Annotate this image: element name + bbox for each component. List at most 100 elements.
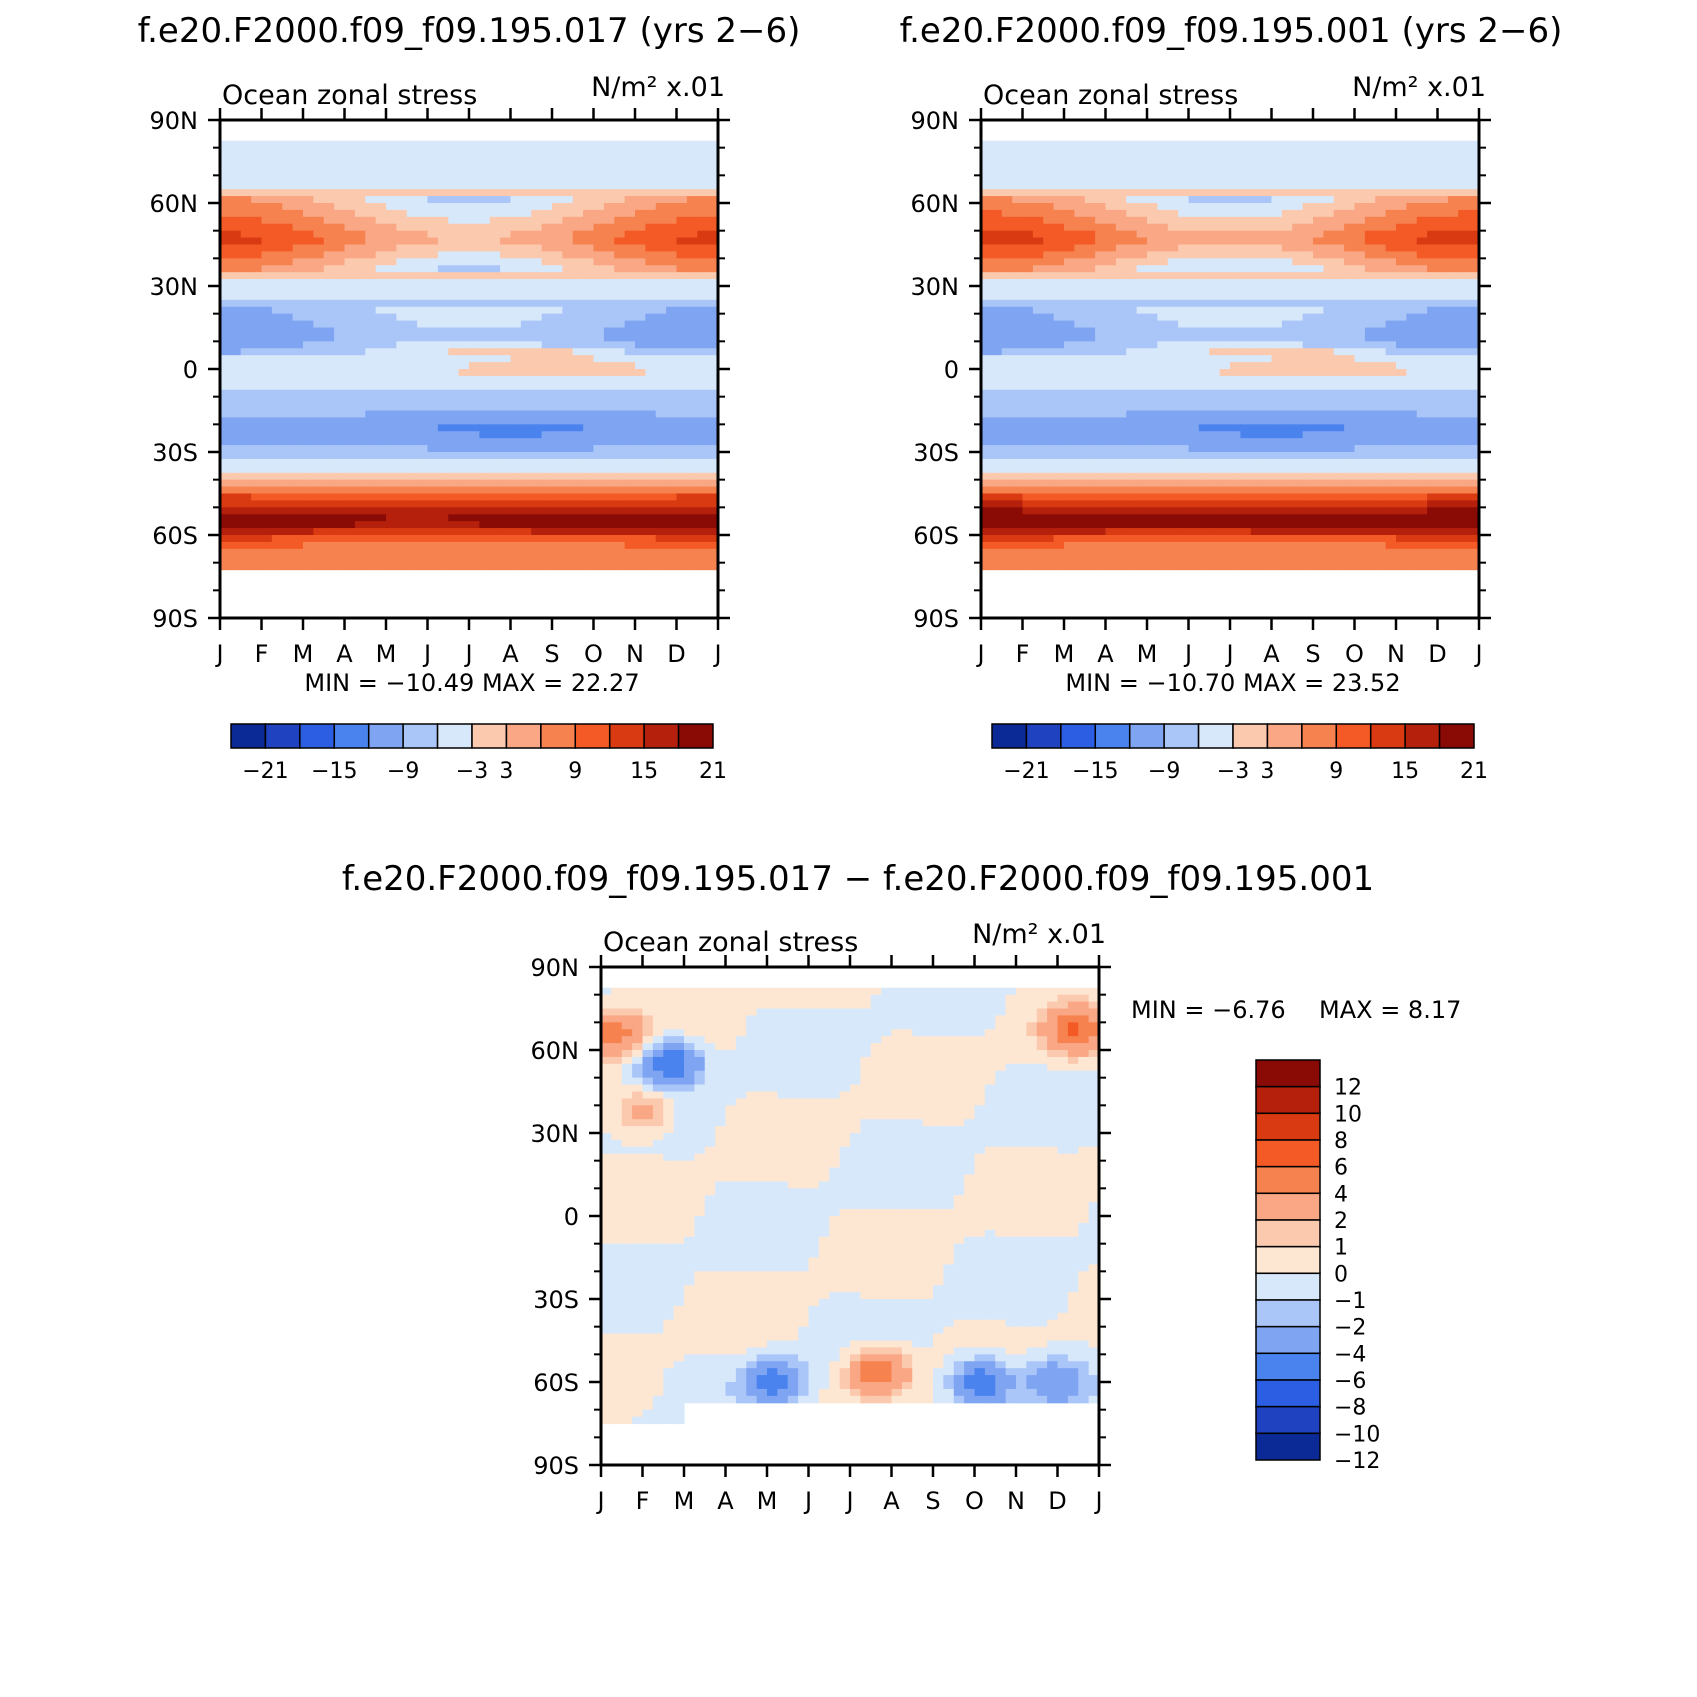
field-cell <box>292 445 304 453</box>
field-cell <box>240 369 252 377</box>
field-cell <box>1396 140 1407 149</box>
field-cell <box>1115 313 1127 322</box>
field-cell <box>396 541 408 550</box>
field-cell <box>1209 189 1221 197</box>
field-cell <box>458 458 470 467</box>
field-cell <box>635 535 646 543</box>
field-cell <box>1105 161 1117 170</box>
field-cell <box>448 375 460 384</box>
field-cell <box>1396 279 1407 287</box>
field-cell <box>614 272 626 280</box>
field-cell <box>251 306 263 315</box>
field-cell <box>261 452 273 460</box>
field-cell <box>1147 355 1158 363</box>
field-cell <box>1292 389 1304 398</box>
field-cell <box>323 292 335 301</box>
field-cell <box>1043 403 1055 412</box>
field-cell <box>500 251 512 259</box>
field-cell <box>603 320 615 329</box>
field-cell <box>1250 168 1262 176</box>
field-cell <box>323 279 335 287</box>
field-cell <box>583 341 595 349</box>
field-cell <box>1084 161 1096 170</box>
field-cell <box>1364 230 1376 239</box>
field-cell <box>344 272 356 280</box>
field-cell <box>1427 216 1439 225</box>
field-cell <box>531 216 543 225</box>
field-cell <box>292 175 304 183</box>
field-cell <box>292 154 304 163</box>
field-cell <box>220 382 231 391</box>
field-cell <box>1437 244 1449 253</box>
field-cell <box>251 203 263 211</box>
field-cell <box>991 396 1003 405</box>
field-cell <box>1178 334 1190 342</box>
field-cell <box>991 369 1003 377</box>
panel-a-x-tick-label: M <box>376 640 397 668</box>
field-cell <box>1230 223 1241 232</box>
field-cell <box>1064 161 1075 170</box>
field-cell <box>1105 320 1117 329</box>
field-cell <box>448 424 460 432</box>
field-cell <box>1406 355 1418 363</box>
field-cell <box>1178 375 1190 384</box>
field-cell <box>427 514 439 522</box>
field-cell <box>1240 244 1252 253</box>
field-cell <box>261 541 273 550</box>
field-cell <box>1427 286 1439 294</box>
field-cell <box>603 548 615 557</box>
field-cell <box>458 154 470 163</box>
field-cell <box>1105 341 1117 349</box>
field-cell <box>531 465 543 474</box>
field-cell <box>1364 237 1376 246</box>
field-cell <box>500 286 512 294</box>
field-cell <box>240 216 252 225</box>
field-cell <box>240 223 252 232</box>
field-cell <box>1468 299 1479 308</box>
field-cell <box>1323 396 1335 405</box>
field-cell <box>1105 313 1117 322</box>
field-cell <box>240 479 252 488</box>
field-cell <box>583 389 595 398</box>
field-cell <box>1396 161 1407 170</box>
field-cell <box>1095 265 1107 273</box>
field-cell <box>479 216 491 225</box>
field-cell <box>1012 140 1024 149</box>
field-cell <box>251 292 263 301</box>
field-cell <box>386 486 397 495</box>
field-cell <box>282 258 294 266</box>
field-cell <box>666 196 678 204</box>
field-cell <box>458 362 470 370</box>
field-cell <box>655 203 667 211</box>
field-cell <box>1136 292 1148 301</box>
field-cell <box>614 438 626 446</box>
field-cell <box>1292 209 1304 218</box>
field-cell <box>375 403 387 412</box>
field-cell <box>666 562 678 571</box>
field-cell <box>313 196 325 204</box>
field-cell <box>593 445 605 453</box>
field-cell <box>562 299 574 308</box>
field-cell <box>1001 140 1013 149</box>
field-cell <box>458 355 470 363</box>
field-cell <box>697 548 709 557</box>
field-cell <box>1313 237 1324 246</box>
field-cell <box>220 140 231 149</box>
field-cell <box>323 362 335 370</box>
field-cell <box>375 168 387 176</box>
field-cell <box>1240 237 1252 246</box>
field-cell <box>635 292 646 301</box>
field-cell <box>1219 203 1231 211</box>
field-cell <box>375 555 387 564</box>
field-cell <box>1178 389 1190 398</box>
field-cell <box>386 189 397 197</box>
field-cell <box>261 548 273 557</box>
field-cell <box>666 521 678 529</box>
field-cell <box>1323 244 1335 253</box>
field-cell <box>1396 168 1407 176</box>
field-cell <box>251 424 263 432</box>
field-cell <box>697 396 709 405</box>
field-cell <box>1396 348 1407 356</box>
field-cell <box>469 230 480 239</box>
field-cell <box>1136 355 1148 363</box>
